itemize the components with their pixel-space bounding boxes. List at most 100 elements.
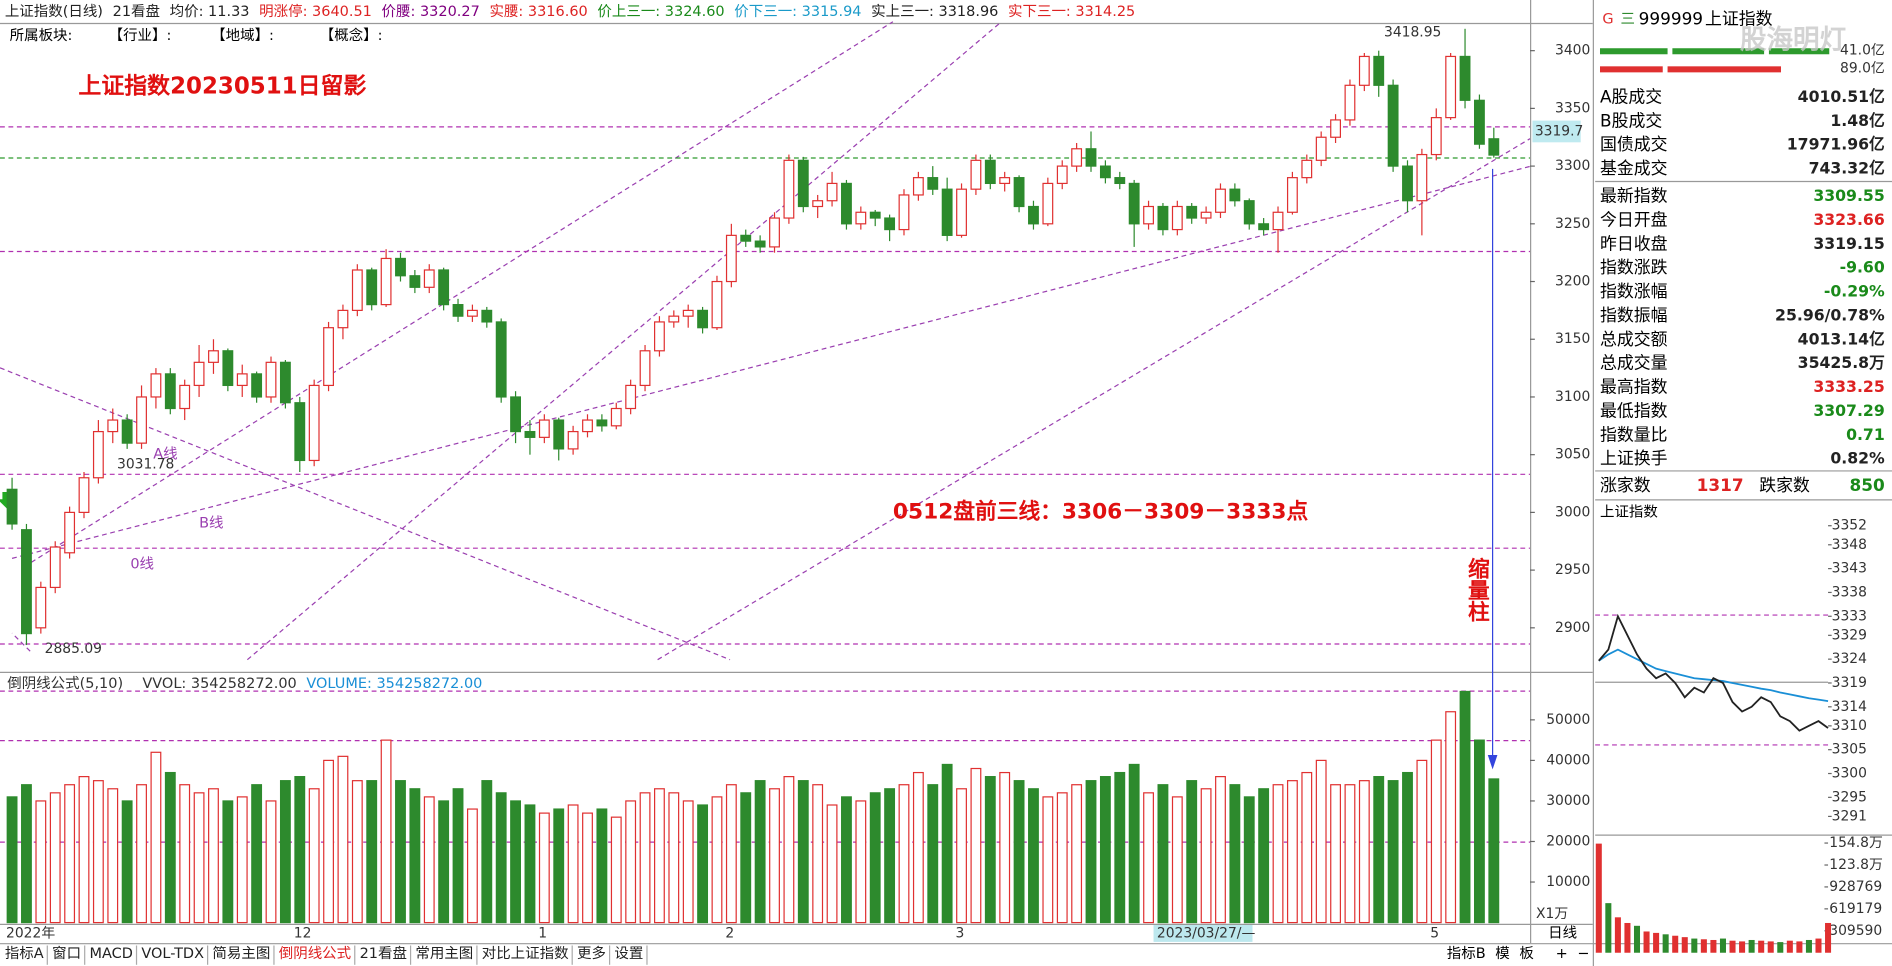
tab[interactable]: 指标B — [1447, 945, 1486, 962]
y-tick-label: 3100 — [1555, 389, 1590, 405]
candle-body — [1358, 55, 1370, 86]
candle-body — [222, 350, 234, 387]
quote-value: 0.71 — [1846, 425, 1885, 444]
tab[interactable]: + — [1556, 946, 1568, 962]
volume-bar — [941, 763, 953, 924]
tab[interactable]: MACD — [90, 946, 133, 962]
y-tick-label: 619179 — [1829, 901, 1882, 917]
candle-body — [179, 384, 191, 410]
volume-bar — [567, 804, 579, 924]
tab[interactable]: 板 — [1519, 944, 1533, 962]
intraday-volume-bar — [1700, 939, 1707, 953]
y-tick-label: 3000 — [1555, 504, 1590, 520]
tab[interactable]: 模 — [1495, 945, 1509, 962]
y-tick-label: 928769 — [1829, 879, 1882, 895]
volume-bar — [222, 800, 234, 924]
candle-body — [812, 200, 824, 208]
volume-bar — [1488, 778, 1500, 924]
candle-body — [438, 269, 450, 306]
volume-bar — [697, 804, 709, 924]
volume-bar — [538, 812, 550, 924]
intraday-volume-bar — [1624, 922, 1631, 953]
volume-bar — [423, 796, 435, 924]
quote-value: 1.48亿 — [1830, 111, 1885, 130]
volume-bar — [1473, 739, 1485, 924]
y-tick-label: 3295 — [1832, 789, 1867, 805]
volume-bar — [1042, 796, 1054, 924]
period: 日线 — [1548, 924, 1577, 941]
intraday-volume-bar — [1681, 937, 1688, 953]
tab[interactable]: 更多 — [577, 945, 606, 962]
candle-body — [351, 269, 363, 311]
quote-value: -9.60 — [1840, 258, 1885, 277]
candle-body — [884, 217, 896, 231]
tab[interactable]: 常用主图 — [415, 945, 473, 962]
candle-body — [1042, 182, 1054, 225]
volume-bar — [812, 784, 824, 924]
candle-body — [984, 159, 996, 185]
tab[interactable]: 对比上证指数 — [482, 945, 569, 962]
volume-bar — [668, 792, 680, 924]
price-label: 3319.7 — [1535, 123, 1584, 139]
intraday-volume-bar — [1643, 931, 1650, 953]
quote-menu: 三 — [1621, 11, 1635, 27]
candle-body — [654, 321, 665, 352]
candle-body — [395, 257, 406, 277]
tab[interactable]: − — [1577, 946, 1589, 962]
candle-body — [6, 488, 18, 525]
tab[interactable]: 窗口 — [52, 944, 81, 962]
tab[interactable]: 倒阴线公式 — [279, 945, 351, 962]
candle-body — [826, 182, 838, 202]
volume-bar — [150, 751, 162, 924]
volume-bar — [1459, 690, 1471, 924]
volume-bar — [1301, 771, 1313, 924]
quote-label: 指数涨跌 — [1600, 257, 1668, 277]
x-tick-label: 2022年 — [6, 925, 55, 941]
candle-body — [740, 234, 752, 242]
toolbar-item: 明涨停: 3640.51 — [259, 3, 372, 20]
volume-bar — [898, 784, 910, 924]
quote-label: 总成交额 — [1600, 329, 1668, 349]
candle-body — [1416, 153, 1428, 202]
volume-bar — [625, 800, 637, 924]
toolbar-item: 实腰: 3316.60 — [489, 3, 587, 20]
toolbar-item: 价上三一: 3324.60 — [597, 3, 724, 20]
volume-bar — [1085, 780, 1097, 924]
volume-unit: X1万 — [1536, 906, 1568, 922]
intraday-volume-bar — [1748, 939, 1755, 953]
quote-value: 25.96/0.78% — [1775, 305, 1885, 324]
candle-body — [265, 361, 277, 398]
tab[interactable]: 设置 — [614, 945, 643, 962]
quote-value: 35425.8万 — [1798, 353, 1885, 372]
volume-bar — [970, 767, 982, 924]
quote-value: 3319.15 — [1813, 234, 1884, 253]
tab[interactable]: VOL-TDX — [141, 946, 204, 962]
quote-label: 基金成交 — [1600, 158, 1668, 178]
line-label: A线 — [153, 446, 177, 463]
candle-body — [725, 234, 737, 283]
quote-label: A股成交 — [1600, 87, 1662, 107]
candle-body — [279, 361, 291, 404]
volume-bar — [1272, 784, 1284, 924]
candle-body — [1243, 200, 1255, 225]
intraday-volume-bar — [1805, 939, 1812, 953]
tab[interactable]: 指标A — [5, 945, 44, 962]
volume-bar — [495, 792, 507, 924]
x-tick-label: 3 — [956, 925, 965, 941]
tab[interactable]: 21看盘 — [360, 944, 407, 962]
candle-body — [1143, 205, 1154, 225]
volume-bar — [351, 780, 363, 924]
candle-body — [524, 430, 536, 438]
candle-body — [1258, 223, 1270, 231]
candle-body — [64, 511, 76, 554]
intraday-volume-bar — [1605, 903, 1612, 953]
volume-bar — [294, 776, 306, 924]
tab[interactable]: 简易主图 — [212, 945, 270, 962]
breadth-value: 1317 — [1697, 475, 1744, 495]
y-tick-label: 3050 — [1555, 447, 1590, 463]
candle-body — [481, 309, 493, 323]
y-tick-label: 2950 — [1555, 562, 1590, 578]
y-tick-label: 3319 — [1832, 675, 1867, 691]
volume-bar — [553, 808, 565, 924]
candle-body — [711, 280, 723, 329]
